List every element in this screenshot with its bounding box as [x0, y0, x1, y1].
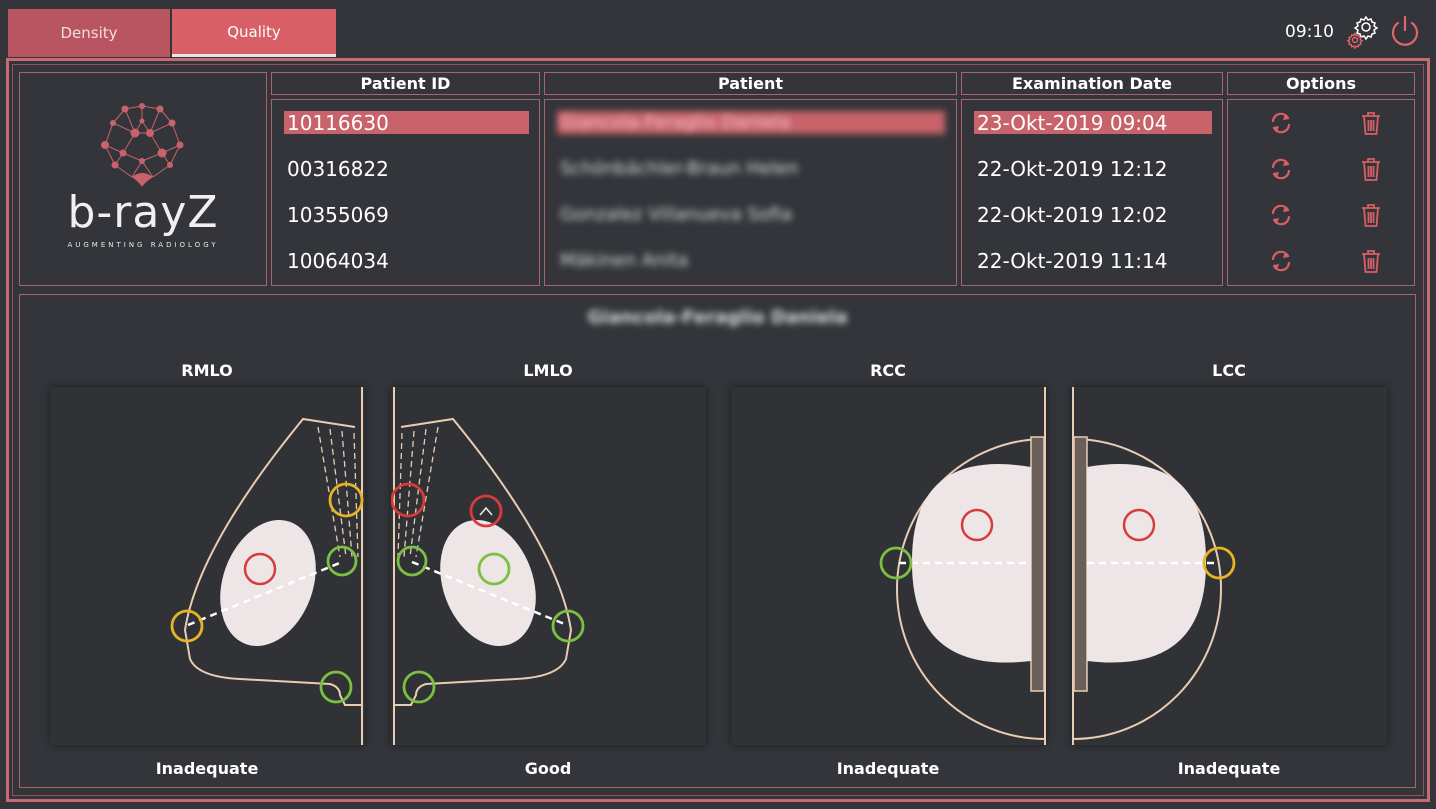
selected-patient-name: Giancola-Feraglio Daniela	[587, 307, 848, 328]
view-label-rmlo: RMLO	[181, 361, 233, 380]
table-row-date[interactable]: 22-Okt-2019 12:12	[977, 156, 1168, 181]
col-header-patient[interactable]: Patient	[544, 72, 957, 95]
trash-icon	[1362, 112, 1380, 135]
rcc-diagram	[879, 387, 1046, 745]
col-header-options: Options	[1227, 72, 1415, 95]
table-row-patient[interactable]: Gonzalez Villanueva Sofia	[560, 204, 793, 225]
reload-button[interactable]	[1268, 248, 1294, 278]
table-row-date[interactable]: 22-Okt-2019 12:02	[977, 202, 1168, 227]
exam-date-column: 23-Okt-2019 09:04 22-Okt-2019 12:12 22-O…	[961, 99, 1223, 286]
reload-button[interactable]	[1268, 156, 1294, 186]
rmlo-diagram	[170, 387, 364, 745]
refresh-icon	[1271, 112, 1291, 134]
logo-panel: b-rayZ AUGMENTING RADIOLOGY	[19, 72, 267, 286]
clock: 09:10	[1285, 22, 1334, 42]
power-icon	[1391, 15, 1419, 46]
view-panel-rmlo[interactable]	[50, 387, 365, 745]
table-row-patient[interactable]: Schönbächler-Braun Helen	[560, 158, 799, 179]
refresh-icon	[1271, 204, 1291, 226]
verdict-lmlo: Good	[524, 759, 572, 778]
tab-quality[interactable]: Quality	[172, 9, 336, 57]
verdict-rmlo: Inadequate	[155, 759, 259, 778]
patient-id-column: 10116630 00316822 10355069 10064034	[271, 99, 540, 286]
view-label-rcc: RCC	[870, 361, 906, 380]
table-row-date[interactable]: 23-Okt-2019 09:04	[974, 111, 1212, 135]
lmlo-diagram	[390, 387, 585, 745]
table-row-id[interactable]: 10355069	[287, 202, 389, 227]
view-label-lcc: LCC	[1212, 361, 1246, 380]
delete-button[interactable]	[1359, 110, 1383, 140]
reload-button[interactable]	[1268, 110, 1294, 140]
settings-button[interactable]	[1344, 14, 1380, 50]
refresh-icon	[1271, 250, 1291, 272]
quality-detail-panel: Giancola-Feraglio Daniela RMLO LMLO RCC …	[19, 294, 1416, 788]
top-right-controls: 09:10	[1285, 14, 1422, 50]
logo-tagline: AUGMENTING RADIOLOGY	[67, 241, 219, 249]
trash-icon	[1362, 204, 1380, 227]
brayz-logo-icon	[101, 103, 184, 187]
view-panel-rcc[interactable]	[731, 387, 1046, 745]
patient-column: Giancola-Feraglio Daniela Schönbächler-B…	[544, 99, 957, 286]
col-header-patient-id[interactable]: Patient ID	[271, 72, 540, 95]
delete-button[interactable]	[1359, 156, 1383, 186]
delete-button[interactable]	[1359, 202, 1383, 232]
verdict-rcc: Inadequate	[836, 759, 940, 778]
col-header-exam-date[interactable]: Examination Date	[961, 72, 1223, 95]
refresh-icon	[1271, 158, 1291, 180]
options-column	[1227, 99, 1415, 286]
view-label-lmlo: LMLO	[523, 361, 573, 380]
logo-wordmark: b-rayZ	[67, 187, 219, 238]
reload-button[interactable]	[1268, 202, 1294, 232]
table-row-id[interactable]: 10064034	[287, 248, 389, 273]
main-frame	[6, 58, 1430, 802]
lcc-diagram	[1072, 387, 1236, 745]
table-row-patient[interactable]: Mäkinen Anita	[560, 250, 689, 271]
gear-icon	[1346, 15, 1379, 50]
table-row-date[interactable]: 22-Okt-2019 11:14	[977, 248, 1168, 273]
table-row-patient[interactable]: Giancola-Feraglio Daniela	[557, 111, 945, 134]
table-row-id[interactable]: 00316822	[287, 156, 389, 181]
trash-icon	[1362, 250, 1380, 273]
trash-icon	[1362, 158, 1380, 181]
view-panel-lcc[interactable]	[1072, 387, 1387, 745]
table-row-id[interactable]: 10116630	[284, 111, 529, 135]
tab-bar: Density Quality	[8, 9, 336, 57]
delete-button[interactable]	[1359, 248, 1383, 278]
view-panel-lmlo[interactable]	[390, 387, 706, 745]
verdict-lcc: Inadequate	[1177, 759, 1281, 778]
tab-density[interactable]: Density	[8, 9, 170, 57]
power-button[interactable]	[1388, 14, 1422, 50]
